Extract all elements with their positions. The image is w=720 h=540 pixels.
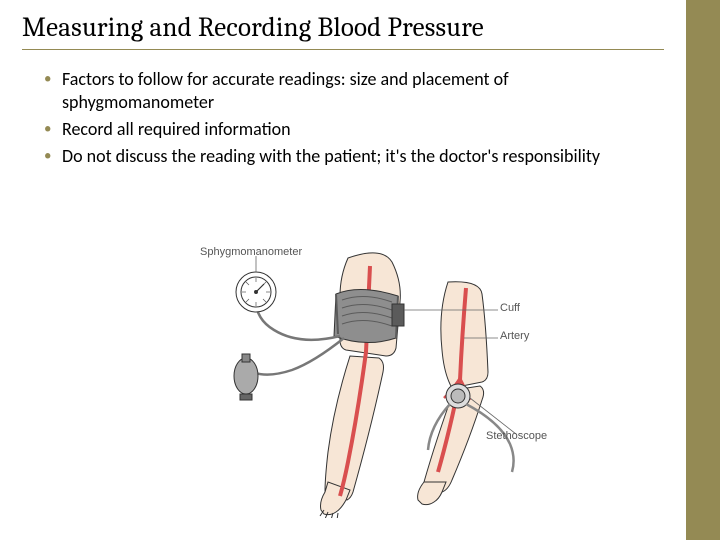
accent-sidebar [686, 0, 720, 540]
bullet-list: Factors to follow for accurate readings:… [22, 68, 664, 168]
bullet-item: Factors to follow for accurate readings:… [44, 68, 664, 114]
label-artery: Artery [500, 330, 529, 342]
bullet-item: Do not discuss the reading with the pati… [44, 145, 664, 168]
label-stethoscope: Stethoscope [486, 430, 547, 442]
slide-body: Measuring and Recording Blood Pressure F… [0, 0, 686, 540]
bullet-item: Record all required information [44, 118, 664, 141]
blood-pressure-diagram: Sphygmomanometer Cuff Artery Stethoscope [160, 248, 550, 518]
slide-title: Measuring and Recording Blood Pressure [22, 12, 664, 50]
label-cuff: Cuff [500, 302, 520, 314]
label-sphygmomanometer: Sphygmomanometer [200, 246, 302, 258]
